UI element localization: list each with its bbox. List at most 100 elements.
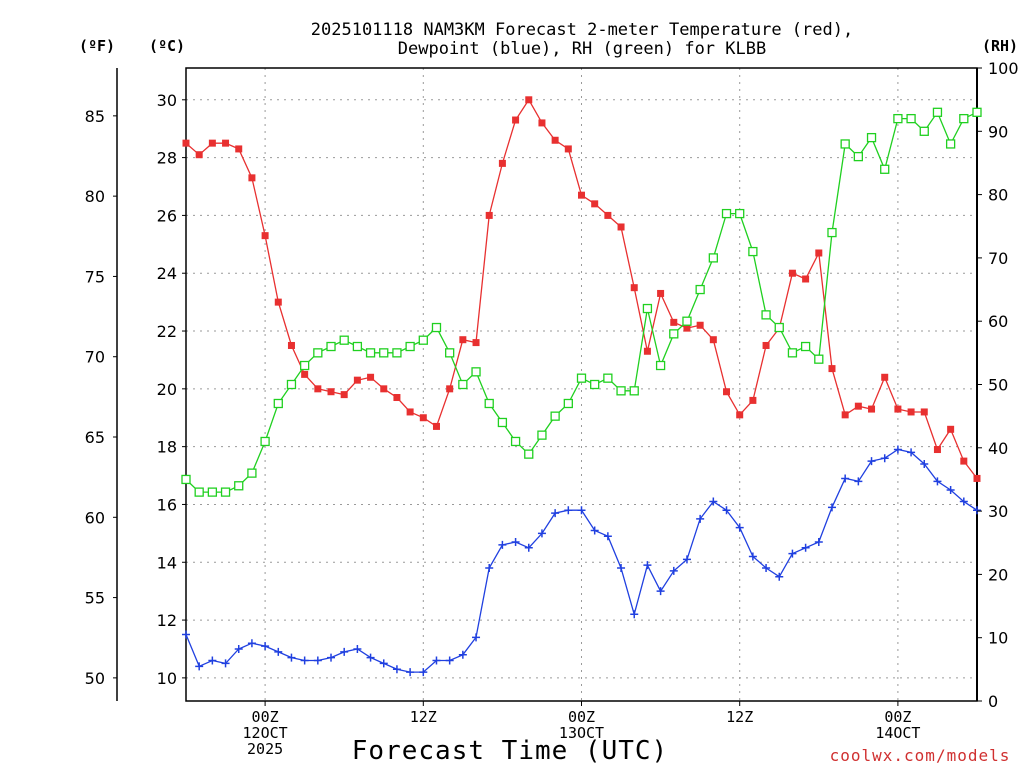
chart-title-line-1: 2025101118 NAM3KM Forecast 2-meter Tempe… [311,20,853,40]
point-1-11 [327,653,336,662]
point-0-21 [459,336,467,344]
point-0-36 [657,289,665,297]
c-tick-label-26: 26 [157,206,177,225]
point-0-55 [907,408,915,416]
point-0-17 [406,408,414,416]
point-0-2 [208,139,216,147]
point-1-48 [814,538,823,547]
point-0-30 [578,191,585,199]
point-1-43 [748,552,757,561]
c-tick-label-10: 10 [157,669,177,688]
point-1-44 [762,564,771,573]
point-1-38 [682,555,691,564]
point-0-40 [709,336,717,344]
rh-tick-label-0: 0 [988,692,998,711]
point-1-55 [907,448,916,457]
c-tick-label-28: 28 [157,149,177,168]
point-2-21 [458,379,468,390]
c-tick-label-16: 16 [157,495,177,514]
point-0-34 [630,284,638,292]
point-2-40 [708,253,718,263]
point-2-26 [524,449,534,459]
point-2-7 [273,398,283,409]
point-0-0 [182,139,190,147]
rh-tick-label-50: 50 [988,376,1008,395]
point-2-12 [339,335,349,345]
point-0-54 [894,405,902,413]
point-0-25 [512,116,520,124]
point-1-7 [274,647,283,656]
point-1-50 [841,474,850,483]
point-0-5 [248,174,256,182]
point-1-18 [419,668,428,677]
celsius-unit-label: (ºC) [149,37,185,55]
point-1-15 [379,659,388,668]
point-1-10 [313,656,322,665]
point-1-14 [366,653,375,662]
point-2-55 [906,113,916,124]
x-tick-label-4-0: 00Z [884,708,911,726]
point-0-44 [762,341,770,349]
point-0-16 [393,394,401,402]
point-1-42 [735,523,744,532]
point-1-33 [617,564,626,573]
point-2-36 [655,360,666,371]
point-1-6 [261,642,270,651]
point-2-48 [814,354,824,364]
f-tick-label-75: 75 [85,267,105,286]
point-2-10 [313,348,323,358]
point-1-1 [195,662,204,671]
point-1-29 [564,506,573,515]
point-0-10 [314,385,322,393]
c-tick-label-20: 20 [157,380,177,399]
point-2-16 [392,348,402,358]
point-2-13 [352,341,363,352]
point-1-46 [788,549,797,558]
point-0-43 [749,396,757,404]
point-0-18 [419,414,427,422]
point-0-50 [841,411,849,419]
point-0-14 [367,373,375,381]
point-1-35 [643,561,652,570]
point-1-47 [801,543,810,552]
c-tick-label-14: 14 [157,553,177,572]
point-0-7 [274,298,282,306]
c-tick-label-12: 12 [157,611,177,630]
point-0-33 [617,223,625,231]
series-rh [181,107,982,497]
point-1-0 [182,630,190,639]
rh-tick-label-10: 10 [988,629,1008,648]
point-2-23 [484,398,494,409]
point-1-56 [920,459,929,468]
point-2-58 [945,139,956,149]
point-1-40 [709,497,718,506]
point-0-31 [591,200,599,208]
rh-tick-label-40: 40 [988,439,1008,458]
point-2-60 [972,107,982,117]
point-0-49 [828,365,836,373]
point-0-56 [920,408,928,416]
x-tick-label-1-0: 12Z [410,708,437,726]
point-0-4 [235,145,243,153]
point-2-15 [379,348,389,358]
point-2-24 [497,417,508,428]
series-dewpoint [182,445,981,677]
point-0-19 [432,422,440,430]
point-0-57 [933,446,941,454]
point-0-59 [960,457,968,465]
point-2-41 [721,208,732,219]
rh-tick-label-30: 30 [988,502,1008,521]
point-0-3 [222,139,230,147]
point-1-27 [537,529,546,538]
x-tick-label-2-0: 00Z [568,708,595,726]
series-line-2 [185,110,978,493]
point-0-13 [353,376,361,384]
point-0-23 [485,211,493,219]
point-2-0 [181,474,191,485]
c-tick-label-22: 22 [157,322,177,341]
point-1-21 [458,650,467,659]
point-2-22 [471,367,481,377]
c-tick-label-30: 30 [157,91,177,110]
rh-unit-label: (RH) [982,37,1018,55]
